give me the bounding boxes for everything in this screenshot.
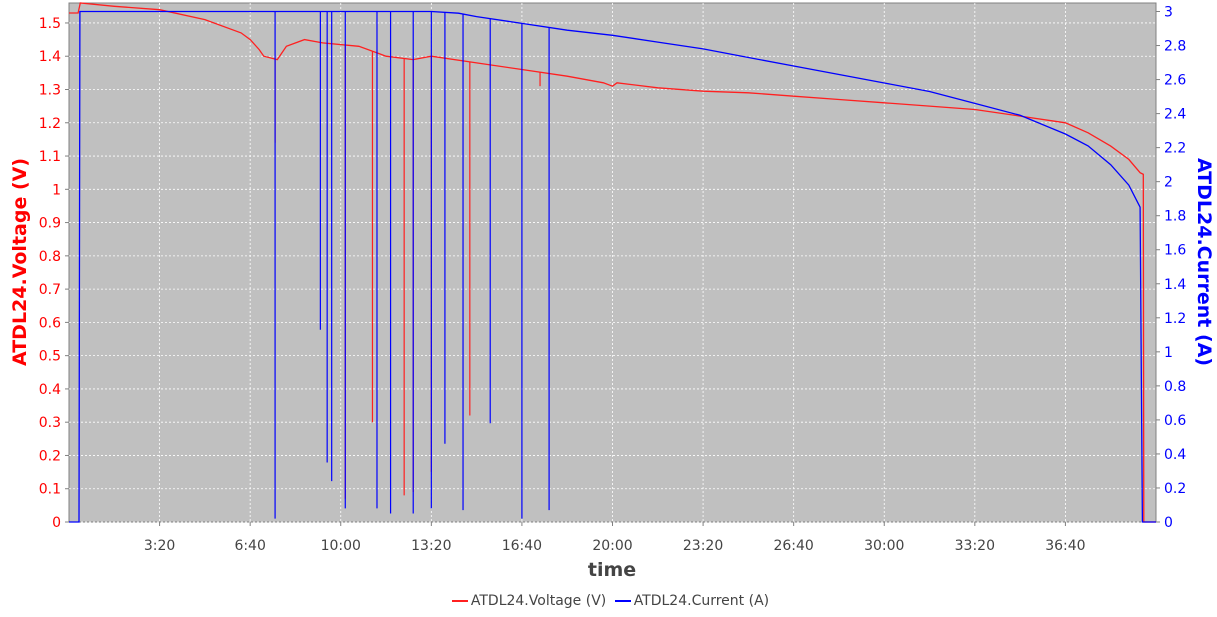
legend-swatch-voltage xyxy=(451,600,468,602)
right-tick-label: 1 xyxy=(1164,345,1173,361)
right-axis-ticks: 0 0.2 0.4 0.6 0.8 1 1.2 1.4 1.6 1.8 2 2.2 2.4 2.6 2.8 3 xyxy=(1156,5,1186,531)
x-tick-label: 13:20 xyxy=(411,538,451,554)
left-tick-label: 1.5 xyxy=(39,16,61,32)
left-tick-label: 0.7 xyxy=(39,282,61,298)
series-line-current xyxy=(69,10,1156,523)
series-line-voltage xyxy=(69,2,1156,523)
right-tick-label: 0.4 xyxy=(1164,447,1186,463)
right-tick-label: 2.6 xyxy=(1164,73,1186,89)
right-tick-label: 0 xyxy=(1164,515,1173,531)
left-tick-label: 1 xyxy=(52,182,61,198)
right-tick-label: 3 xyxy=(1164,5,1173,21)
right-tick-label: 1.4 xyxy=(1164,277,1186,293)
left-tick-label: 0 xyxy=(52,515,61,531)
left-tick-label: 0.4 xyxy=(39,382,61,398)
left-tick-label: 0.2 xyxy=(39,448,61,464)
legend-label-voltage: ATDL24.Voltage (V) xyxy=(470,593,607,609)
x-tick-label: 10:00 xyxy=(321,538,361,554)
left-tick-label: 0.1 xyxy=(39,482,61,498)
left-axis-ticks: 0 0.1 0.2 0.3 0.4 0.5 0.6 0.7 0.8 0.9 1 1.1 1.2 1.3 1.… xyxy=(39,16,69,531)
left-tick-label: 1.4 xyxy=(39,49,61,65)
legend: ATDL24.Voltage (V) ATDL24.Current (A) xyxy=(0,593,1217,609)
left-tick-label: 0.6 xyxy=(39,315,61,331)
left-tick-label: 1.2 xyxy=(39,116,61,132)
right-tick-label: 2.4 xyxy=(1164,107,1186,123)
x-tick-label: 36:40 xyxy=(1045,538,1085,554)
legend-label-current: ATDL24.Current (A) xyxy=(633,593,770,609)
right-axis-title: ATDL24.Current (A) xyxy=(1193,158,1215,366)
right-tick-label: 2.2 xyxy=(1164,141,1186,157)
series-layer xyxy=(69,2,1156,523)
left-tick-label: 1.1 xyxy=(39,149,61,165)
right-tick-label: 0.8 xyxy=(1164,379,1186,395)
left-tick-label: 0.3 xyxy=(39,415,61,431)
left-tick-label: 1.3 xyxy=(39,83,61,99)
x-tick-label: 30:00 xyxy=(864,538,904,554)
right-tick-label: 1.6 xyxy=(1164,243,1186,259)
legend-item-current: ATDL24.Current (A) xyxy=(611,593,769,609)
legend-item-voltage: ATDL24.Voltage (V) xyxy=(448,593,606,609)
x-axis-title: time xyxy=(588,559,636,581)
right-tick-label: 1.8 xyxy=(1164,209,1186,225)
left-axis-title: ATDL24.Voltage (V) xyxy=(9,158,31,366)
left-tick-label: 0.8 xyxy=(39,249,61,265)
x-tick-label: 6:40 xyxy=(234,538,265,554)
left-tick-label: 0.9 xyxy=(39,216,61,232)
x-tick-label: 16:40 xyxy=(502,538,542,554)
x-tick-label: 23:20 xyxy=(683,538,723,554)
x-tick-label: 26:40 xyxy=(773,538,813,554)
right-tick-label: 0.2 xyxy=(1164,481,1186,497)
x-axis-ticks: 3:20 6:40 10:00 13:20 16:40 20:00 23:20 26:40 30… xyxy=(144,522,1086,554)
right-tick-label: 0.6 xyxy=(1164,413,1186,429)
right-tick-label: 1.2 xyxy=(1164,311,1186,327)
legend-swatch-current xyxy=(614,600,631,602)
right-tick-label: 2.8 xyxy=(1164,39,1186,55)
right-tick-label: 2 xyxy=(1164,175,1173,191)
x-tick-label: 3:20 xyxy=(144,538,175,554)
x-tick-label: 33:20 xyxy=(955,538,995,554)
x-tick-label: 20:00 xyxy=(592,538,632,554)
left-tick-label: 0.5 xyxy=(39,349,61,365)
